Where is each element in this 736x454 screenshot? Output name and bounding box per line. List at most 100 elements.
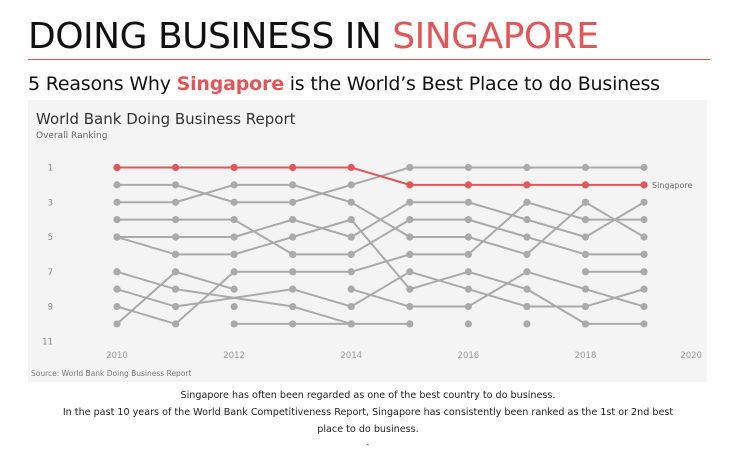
data-point (581, 233, 590, 241)
data-point (230, 285, 238, 293)
x-tick-label: 2018 (575, 351, 597, 361)
series-line (116, 270, 235, 325)
y-tick-label: 3 (48, 198, 53, 208)
data-point (171, 198, 180, 206)
data-point (406, 216, 414, 224)
series-line (117, 166, 645, 186)
data-point (230, 268, 238, 276)
data-point (406, 181, 414, 189)
data-point (347, 216, 355, 224)
chart-panel (28, 100, 707, 382)
singapore-label: Singapore (652, 181, 692, 190)
data-point (464, 285, 472, 293)
data-point (289, 285, 297, 293)
caption: Singapore has often been regarded as one… (0, 387, 736, 438)
data-point (113, 285, 121, 293)
series-line (116, 218, 645, 325)
trailing-mark: - (366, 440, 370, 450)
y-tick-label: 1 (48, 164, 53, 174)
data-point (464, 268, 472, 276)
x-tick-label: 2016 (458, 351, 480, 361)
data-point (523, 320, 531, 328)
data-point (523, 216, 531, 224)
data-point (464, 181, 472, 189)
data-point (581, 320, 590, 328)
data-point (113, 233, 121, 241)
data-point (581, 285, 590, 293)
data-point (523, 181, 531, 189)
data-point (581, 198, 590, 206)
series-labels: Singapore (652, 181, 692, 190)
series-line (117, 201, 645, 239)
data-point (640, 198, 648, 206)
caption-line-3: place to do business. (317, 424, 419, 435)
data-point (171, 285, 180, 293)
data-point (347, 302, 355, 311)
other-country-lines (113, 163, 648, 328)
caption-line-1: Singapore has often been regarded as one… (180, 390, 556, 401)
data-point (230, 320, 238, 328)
data-point (640, 320, 648, 328)
page-title-accent: SINGAPORE (392, 16, 599, 57)
data-point (640, 268, 648, 276)
data-point (230, 163, 238, 172)
data-point (289, 320, 297, 328)
data-point (581, 181, 590, 189)
data-point (464, 320, 472, 328)
data-point (406, 250, 414, 258)
data-point (347, 285, 355, 293)
data-point (406, 302, 414, 311)
y-tick-label: 11 (42, 337, 53, 347)
y-tick-label: 7 (48, 268, 53, 278)
data-point (581, 268, 590, 276)
data-point (523, 302, 531, 311)
data-point (289, 216, 297, 224)
data-point (640, 233, 648, 241)
x-tick-label: 2014 (340, 351, 362, 361)
data-point (523, 250, 531, 258)
data-point (523, 285, 531, 293)
chart-subtitle: Overall Ranking (36, 131, 108, 141)
data-point (289, 181, 297, 189)
x-tick-label: 2012 (223, 351, 245, 361)
data-point (347, 268, 355, 276)
data-point (230, 181, 238, 189)
series-line (117, 218, 645, 256)
subtitle-suffix: is the World’s Best Place to do Business (283, 73, 660, 95)
data-point (230, 233, 238, 241)
data-point (171, 216, 180, 224)
data-point (464, 250, 472, 258)
data-point (171, 320, 180, 328)
data-point (347, 250, 355, 258)
data-point (113, 163, 121, 172)
data-point (113, 181, 121, 189)
data-point (113, 302, 121, 311)
x-axis-ticks: 2010 2012 2014 2016 2018 2020 (106, 351, 702, 361)
subtitle-accent: Singapore (176, 73, 284, 95)
data-point (406, 285, 414, 293)
chart-source: Source: World Bank Doing Business Report (31, 369, 192, 378)
data-point (406, 320, 414, 328)
data-point (289, 198, 297, 206)
x-tick-label: 2020 (680, 351, 702, 361)
data-point (230, 198, 238, 206)
data-point (581, 302, 590, 311)
data-point (171, 181, 180, 189)
data-point (289, 302, 297, 311)
data-point (347, 181, 355, 189)
data-point (171, 268, 180, 276)
data-point (406, 198, 414, 206)
data-point (347, 233, 355, 241)
data-point (640, 285, 648, 293)
data-point (640, 216, 648, 224)
data-point (406, 268, 414, 276)
data-point (113, 268, 121, 276)
title-divider (28, 59, 710, 60)
series-line (116, 201, 645, 325)
y-axis-ticks: 1 3 5 7 9 11 (42, 164, 53, 348)
data-point (289, 233, 297, 241)
y-tick-label: 9 (48, 303, 53, 313)
data-point (640, 302, 648, 311)
data-point (113, 216, 121, 224)
